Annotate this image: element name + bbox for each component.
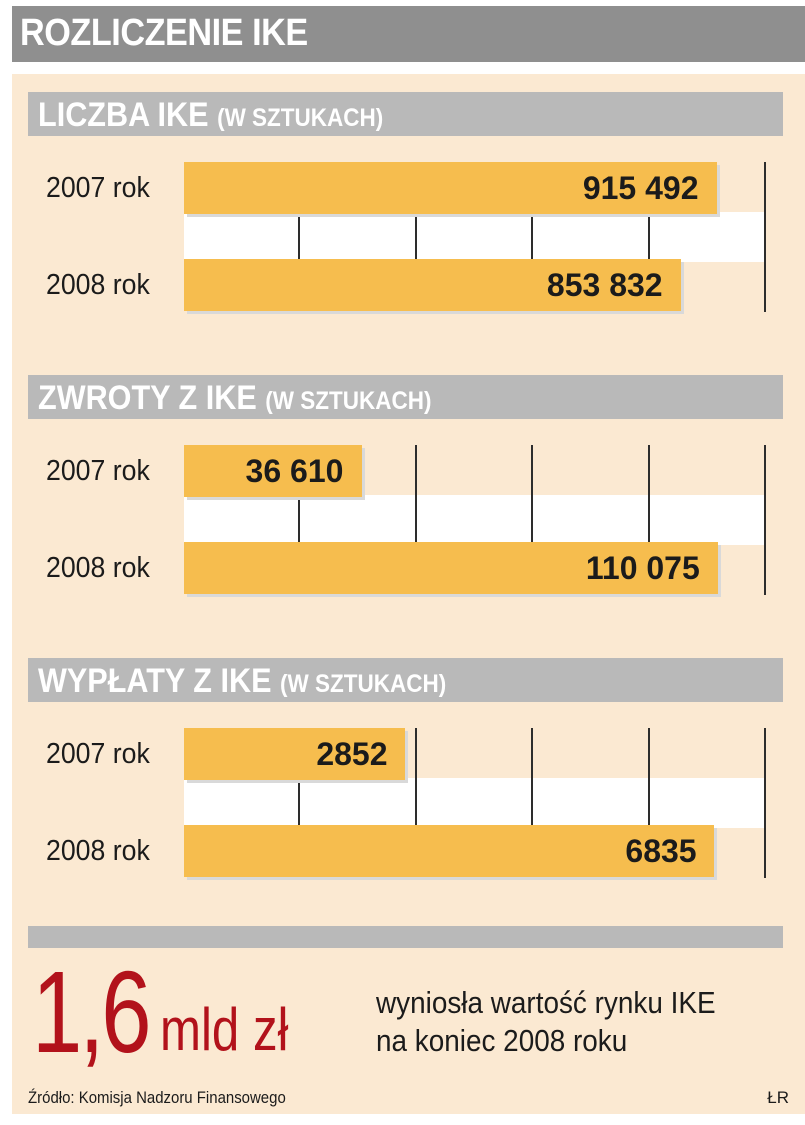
category-label: 2007 rok — [46, 738, 150, 770]
gridline — [764, 728, 766, 878]
bar — [184, 445, 362, 497]
category-label: 2007 rok — [46, 455, 150, 487]
section-header: LICZBA IKE (W SZTUKACH) — [28, 92, 783, 136]
gridline — [531, 445, 533, 595]
gridline — [648, 445, 650, 595]
gridline — [764, 445, 766, 595]
category-label: 2008 rok — [46, 269, 150, 301]
gridline — [531, 162, 533, 312]
section-header: ZWROTY Z IKE (W SZTUKACH) — [28, 375, 783, 419]
bar-value-label: 6835 — [625, 833, 697, 869]
separator-bar — [28, 926, 783, 948]
section-unit: (W SZTUKACH) — [279, 670, 447, 698]
gridline — [415, 445, 417, 595]
bar — [184, 162, 717, 214]
title-bar: ROZLICZENIE IKE — [12, 6, 805, 62]
bar-value-label: 915 492 — [582, 170, 699, 206]
chart-panel: LICZBA IKE (W SZTUKACH) 915 492 853 832 2… — [12, 74, 805, 1114]
gridline — [415, 162, 417, 312]
plot-band — [184, 212, 766, 262]
category-label: 2007 rok — [46, 172, 150, 204]
bar-value-label: 110 075 — [585, 550, 700, 586]
category-label: 2008 rok — [46, 552, 150, 584]
gridline — [648, 728, 650, 878]
chart-section: LICZBA IKE (W SZTUKACH) 915 492 853 832 2… — [12, 92, 805, 362]
chart-section: WYPŁATY Z IKE (W SZTUKACH) 2852 6835 2007… — [12, 658, 805, 928]
bar-value-label: 2852 — [316, 736, 388, 772]
summary-description: wyniosła wartość rynku IKE na koniec 200… — [376, 984, 754, 1060]
source-note: Źródło: Komisja Nadzoru Finansowego — [28, 1088, 286, 1107]
gridline — [415, 728, 417, 878]
author-initials: ŁR — [767, 1088, 789, 1107]
bar-plot: 2852 6835 — [184, 728, 766, 878]
summary-line: na koniec 2008 roku — [376, 1023, 628, 1058]
summary-line: wyniosła wartość rynku IKE — [376, 985, 716, 1020]
bar-plot: 915 492 853 832 — [184, 162, 766, 312]
gridline — [298, 445, 300, 595]
bar — [184, 825, 715, 877]
section-header: WYPŁATY Z IKE (W SZTUKACH) — [28, 658, 783, 702]
category-label: 2008 rok — [46, 835, 150, 867]
bar — [184, 259, 681, 311]
gridline — [298, 162, 300, 312]
summary-value: 1,6 — [32, 947, 152, 1077]
bar-plot: 36 610 110 075 — [184, 445, 766, 595]
chart-section: ZWROTY Z IKE (W SZTUKACH) 36 610 110 075 … — [12, 375, 805, 645]
page-title: ROZLICZENIE IKE — [20, 12, 308, 54]
gridline — [298, 728, 300, 878]
plot-band — [184, 778, 766, 828]
section-unit: (W SZTUKACH) — [265, 387, 432, 415]
gridline — [648, 162, 650, 312]
bar — [184, 728, 406, 780]
bar — [184, 542, 718, 594]
gridline — [531, 728, 533, 878]
bar-value-label: 853 832 — [546, 267, 663, 303]
section-title: ZWROTY Z IKE — [38, 379, 257, 417]
section-title: WYPŁATY Z IKE — [38, 662, 272, 700]
summary-unit: mld zł — [160, 996, 289, 1063]
plot-band — [184, 495, 766, 545]
section-title: LICZBA IKE — [38, 96, 209, 134]
bar-value-label: 36 610 — [245, 453, 344, 489]
section-unit: (W SZTUKACH) — [217, 104, 384, 132]
gridline — [764, 162, 766, 312]
